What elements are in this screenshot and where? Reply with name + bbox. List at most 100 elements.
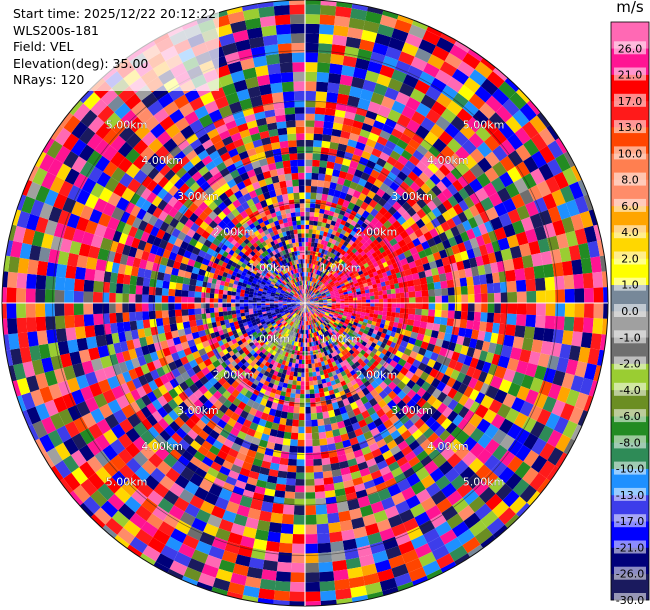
velocity-gate (494, 292, 501, 303)
velocity-gate (370, 126, 382, 136)
velocity-gate (148, 286, 156, 296)
velocity-gate (318, 305, 323, 307)
velocity-gate (346, 357, 352, 363)
velocity-gate (411, 429, 423, 440)
velocity-gate (321, 249, 326, 254)
velocity-gate (347, 139, 358, 148)
velocity-gate (313, 471, 324, 479)
velocity-gate (374, 265, 381, 272)
velocity-gate (440, 108, 457, 124)
velocity-gate (522, 467, 539, 485)
velocity-gate (331, 239, 337, 245)
velocity-gate (547, 206, 562, 223)
velocity-gate (312, 308, 317, 312)
velocity-gate (390, 316, 395, 322)
velocity-gate (310, 301, 315, 303)
velocity-gate (383, 303, 388, 308)
velocity-gate (356, 291, 362, 295)
velocity-gate (222, 290, 228, 295)
velocity-gate (343, 359, 349, 365)
velocity-gates (1, 0, 609, 607)
velocity-gate (429, 173, 441, 186)
velocity-gate (290, 562, 305, 573)
velocity-gate (280, 523, 294, 534)
velocity-gate (477, 157, 493, 173)
velocity-gate (360, 172, 371, 182)
velocity-gate (406, 319, 415, 326)
velocity-gate (380, 342, 387, 349)
velocity-gate (305, 303, 309, 308)
velocity-gate (330, 293, 335, 297)
velocity-gate (537, 238, 550, 253)
velocity-gate (509, 496, 527, 514)
velocity-gate (334, 320, 340, 325)
velocity-gate (362, 253, 369, 260)
velocity-gate (487, 363, 498, 376)
velocity-gate (460, 231, 470, 243)
velocity-gate (397, 252, 406, 261)
velocity-gate (401, 191, 412, 202)
velocity-gate (372, 261, 379, 268)
velocity-gate (446, 138, 462, 153)
velocity-gate (316, 309, 321, 313)
velocity-gate (374, 220, 384, 230)
velocity-gate (330, 311, 335, 315)
velocity-gate (318, 305, 323, 308)
velocity-gate (271, 503, 284, 514)
velocity-gate (328, 247, 333, 253)
velocity-gate (373, 178, 384, 189)
velocity-gate (175, 282, 183, 291)
velocity-gate (334, 327, 340, 333)
velocity-gate (195, 285, 203, 293)
velocity-gate (206, 317, 212, 324)
velocity-gate (434, 169, 446, 181)
velocity-gate (378, 303, 384, 308)
velocity-gate (498, 379, 512, 394)
velocity-gate (452, 191, 464, 204)
velocity-gate (368, 272, 375, 278)
velocity-gate (540, 340, 553, 356)
velocity-gate (472, 368, 482, 380)
velocity-gate (503, 258, 515, 272)
velocity-gate (343, 278, 348, 284)
velocity-gate (425, 86, 442, 101)
velocity-gate (168, 281, 177, 290)
velocity-gate (313, 313, 317, 318)
velocity-gate (316, 412, 324, 420)
velocity-gate (363, 329, 369, 335)
velocity-gate (317, 321, 321, 326)
velocity-gate (310, 286, 314, 291)
velocity-gate (341, 185, 350, 194)
velocity-gate (411, 403, 422, 414)
velocity-gate (516, 303, 527, 315)
velocity-gate (394, 60, 411, 75)
velocity-gate (334, 273, 340, 279)
velocity-gate (365, 110, 378, 121)
velocity-gate (305, 303, 310, 306)
velocity-gate (305, 146, 314, 154)
velocity-gate (349, 264, 355, 270)
velocity-gate (383, 161, 394, 172)
velocity-gate (323, 250, 329, 255)
velocity-gate (356, 370, 363, 377)
velocity-gate (338, 248, 344, 254)
velocity-gate (394, 363, 404, 372)
velocity-gate (450, 167, 463, 180)
velocity-gate (357, 358, 364, 365)
velocity-gate (411, 393, 422, 404)
velocity-gate (318, 288, 323, 292)
velocity-gate (418, 327, 426, 335)
velocity-gate (115, 303, 123, 313)
velocity-gate (305, 299, 310, 303)
velocity-gate (347, 331, 353, 337)
velocity-gate (305, 52, 319, 63)
velocity-gate (377, 346, 384, 353)
velocity-gate (116, 273, 125, 284)
velocity-gate (339, 281, 345, 285)
velocity-gate (385, 233, 395, 242)
velocity-gate (504, 77, 520, 92)
velocity-gate (319, 571, 335, 582)
velocity-gate (346, 227, 353, 234)
velocity-gate (347, 233, 354, 240)
velocity-gate (182, 283, 190, 291)
